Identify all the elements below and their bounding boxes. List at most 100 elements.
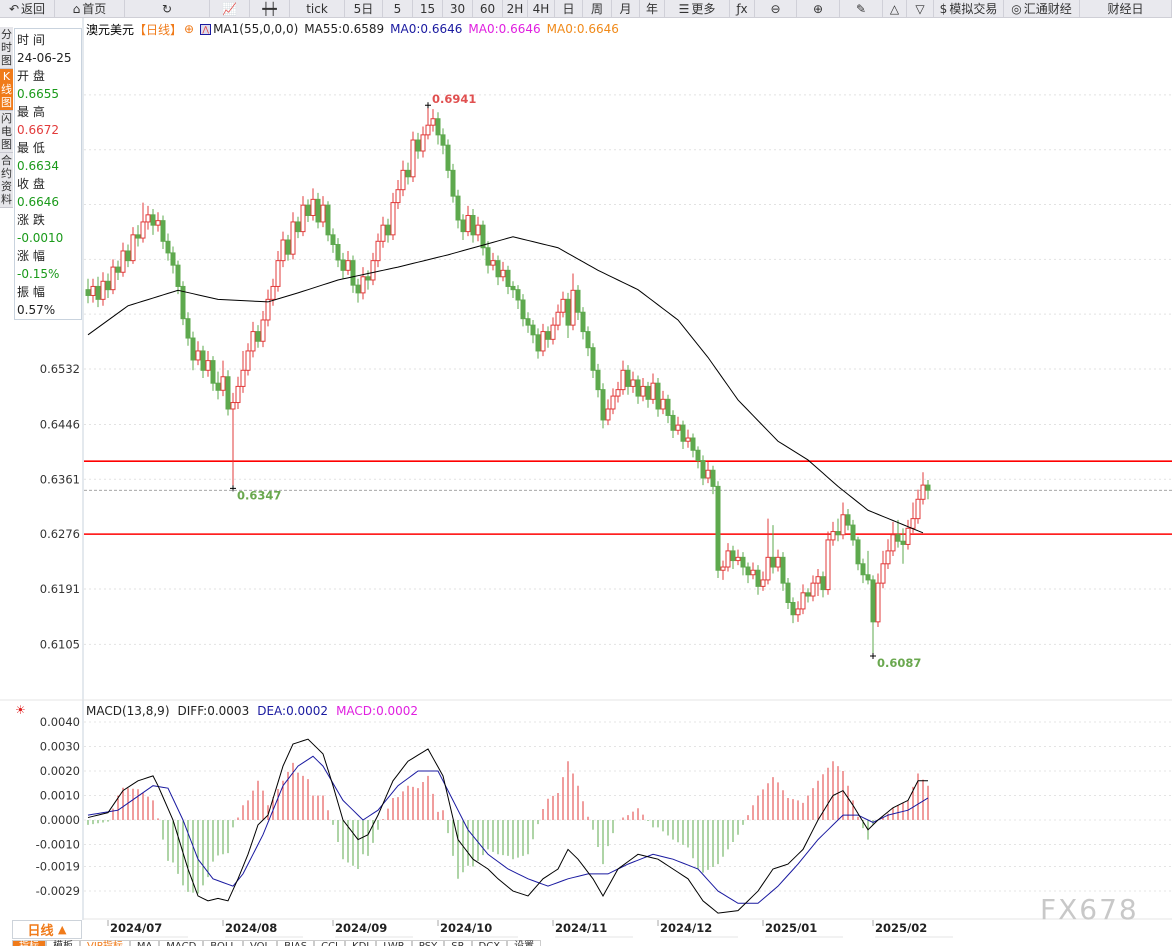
indicator-tab-lwr[interactable]: LWR <box>376 940 412 946</box>
candle-body <box>500 269 506 278</box>
time-value: 24-06-25 <box>17 51 72 65</box>
side-tab-2[interactable]: 闪电图 <box>0 111 13 153</box>
candle <box>740 552 746 576</box>
candle-body <box>840 514 846 536</box>
candle <box>840 502 846 540</box>
indicator-tab-cci[interactable]: CCI <box>314 940 346 946</box>
toolbar-button-15[interactable]: 15 <box>413 0 443 17</box>
candle <box>395 180 401 210</box>
candle-body <box>595 369 601 391</box>
candle-body <box>705 469 711 479</box>
side-tab-0[interactable]: 分时图 <box>0 27 13 69</box>
toolbar-button-triangle-down[interactable]: ▽ <box>907 0 934 17</box>
indicator-tab-sr[interactable]: SR <box>444 940 472 946</box>
toolbar-button-line-chart[interactable]: 📈 <box>210 0 250 17</box>
candle <box>175 260 181 295</box>
indicator-tab-kdj[interactable]: KDJ <box>345 940 377 946</box>
toolbar-label: 年 <box>645 1 658 16</box>
indicator-tab-vol[interactable]: VOL <box>242 940 278 946</box>
candle-body <box>505 269 511 287</box>
indicator-tab-dcx[interactable]: DCX <box>471 940 508 946</box>
toolbar-button-日[interactable]: 日 <box>555 0 583 17</box>
toolbar-button-财经日[interactable]: 财经日 <box>1080 0 1172 17</box>
candle-body <box>495 260 501 278</box>
toolbar-button-5日[interactable]: 5日 <box>345 0 383 17</box>
indicator-tab-模板[interactable]: 模板 <box>46 940 80 946</box>
x-tick-label: 2024/09 <box>335 921 387 935</box>
period-selector[interactable]: 日线 ▲ <box>12 920 82 939</box>
candle-body <box>850 524 856 541</box>
candle-body <box>815 576 821 584</box>
side-tab-3[interactable]: 合约资料 <box>0 153 13 208</box>
price-tick-label: 0.6276 <box>40 527 80 541</box>
toolbar-button-4H[interactable]: 4H <box>528 0 555 17</box>
macd-tick-label: 0.0030 <box>40 740 80 754</box>
candle <box>920 472 926 505</box>
toolbar-button-zoom-in[interactable]: ⊕ <box>797 0 840 17</box>
candle-body <box>350 260 356 286</box>
toolbar-button-tick[interactable]: tick <box>290 0 345 17</box>
toolbar-button-2H[interactable]: 2H <box>503 0 528 17</box>
toolbar-button-60[interactable]: 60 <box>473 0 503 17</box>
macd-tick-label: 0.0040 <box>40 715 80 729</box>
toolbar-button-function[interactable]: ƒx <box>730 0 755 17</box>
candle <box>305 199 311 222</box>
candle-body <box>185 318 191 339</box>
toolbar-button-5[interactable]: 5 <box>383 0 413 17</box>
toolbar-button-汇通财经[interactable]: ◎ 汇通财经 <box>1004 0 1080 17</box>
toolbar-button-30[interactable]: 30 <box>443 0 473 17</box>
candle <box>145 205 151 230</box>
toolbar-button-zoom-out[interactable]: ⊖ <box>755 0 797 17</box>
extreme-marker <box>230 485 236 492</box>
indicator-tab-设置[interactable]: 设置 <box>507 940 542 946</box>
candle-body <box>215 382 221 391</box>
candle-body <box>625 369 631 387</box>
toolbar-button-首页[interactable]: ⌂ 首页 <box>55 0 125 17</box>
toolbar-button-年[interactable]: 年 <box>640 0 665 17</box>
candle <box>420 126 426 158</box>
candle <box>725 543 731 572</box>
candle-body <box>460 219 466 233</box>
candle <box>535 328 541 359</box>
toolbar-button-candlestick[interactable]: ┿┿ <box>250 0 290 17</box>
candle-body <box>640 385 646 397</box>
indicator-tab-指标[interactable]: 指标 <box>12 940 46 946</box>
crosshair-settings-icon[interactable]: ⊕ <box>184 22 195 36</box>
toolbar-button-pen[interactable]: ✎ <box>840 0 883 17</box>
candle <box>415 132 421 159</box>
indicator-tab-psy[interactable]: PSY <box>411 940 445 946</box>
indicator-tab-vip指标[interactable]: VIP指标 <box>80 940 130 946</box>
candle-body <box>415 139 421 152</box>
candle-body <box>590 347 596 371</box>
close-value: 0.6646 <box>17 195 59 209</box>
candle-body <box>300 204 306 233</box>
toolbar-button-返回[interactable]: ↶ 返回 <box>0 0 55 17</box>
candle-body <box>835 531 841 536</box>
toolbar-button-月[interactable]: 月 <box>612 0 640 17</box>
candle <box>585 326 591 357</box>
candle-body <box>665 398 671 416</box>
candle <box>280 231 286 268</box>
macd-settings-icon[interactable]: ☀ <box>15 703 26 717</box>
toolbar-button-refresh[interactable]: ↻ <box>125 0 210 17</box>
candle-body <box>860 563 866 576</box>
indicator-tab-ma[interactable]: MA <box>129 940 160 946</box>
toolbar-button-更多[interactable]: ☰ 更多 <box>665 0 730 17</box>
candle <box>460 214 466 240</box>
toolbar-button-triangle-up[interactable]: △ <box>883 0 907 17</box>
toolbar-button-周[interactable]: 周 <box>583 0 612 17</box>
candle <box>710 465 716 495</box>
candle <box>630 371 636 393</box>
toolbar-button-模拟交易[interactable]: $ 模拟交易 <box>934 0 1004 17</box>
candle-body <box>135 234 141 239</box>
toolbar-label: 返回 <box>21 1 46 16</box>
candle-body <box>550 324 556 340</box>
candle <box>350 255 356 293</box>
indicator-tab-bias[interactable]: BIAS <box>277 940 315 946</box>
side-tab-1[interactable]: K线图 <box>0 69 13 111</box>
indicator-tab-macd[interactable]: MACD <box>159 940 204 946</box>
candle <box>95 276 101 308</box>
indicator-tab-boll[interactable]: BOLL <box>203 940 243 946</box>
indicator-icon[interactable]: ⋀ <box>200 23 212 35</box>
